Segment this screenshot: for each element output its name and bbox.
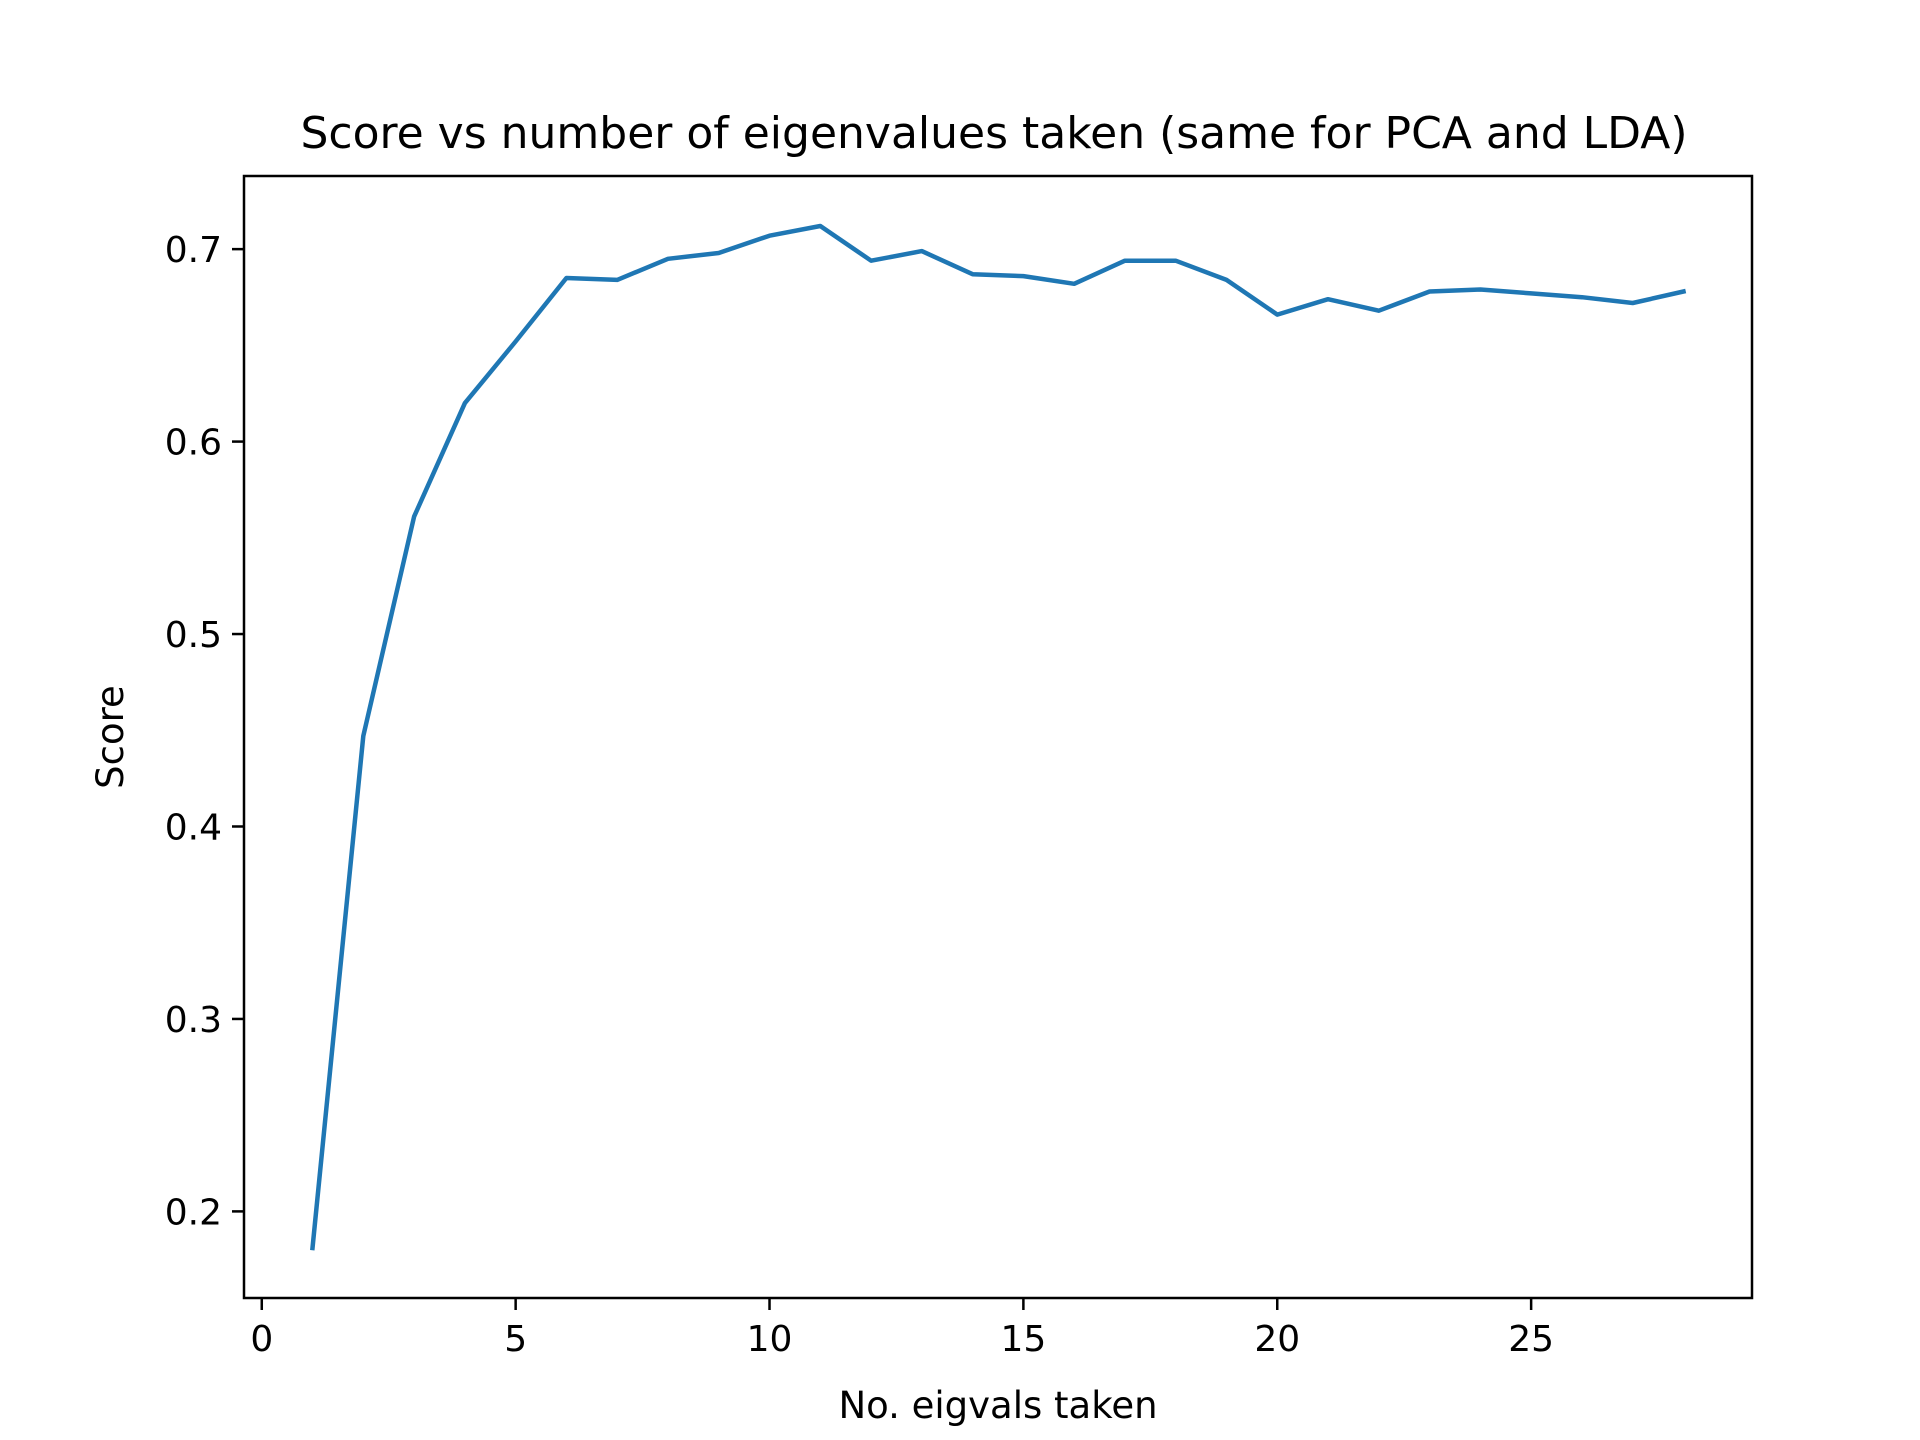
x-tick-label: 15 [1000,1319,1046,1360]
x-tick-label: 10 [747,1319,793,1360]
y-tick-label: 0.4 [165,807,222,848]
x-tick-label: 20 [1254,1319,1300,1360]
x-tick-label: 25 [1508,1319,1554,1360]
x-tick-label: 0 [250,1319,273,1360]
series-layer [310,223,1687,1251]
chart-title: Score vs number of eigenvalues taken (sa… [300,108,1687,159]
y-tick-label: 0.5 [165,615,222,656]
x-axis-ticks: 0 5 10 15 20 25 [250,1298,1554,1360]
y-tick-label: 0.6 [165,423,222,464]
y-axis-ticks: 0.2 0.3 0.4 0.5 0.6 0.7 [165,230,244,1233]
y-axis-label: Score [89,685,132,789]
y-tick-label: 0.3 [165,1000,222,1041]
y-tick-label: 0.7 [165,230,222,271]
x-axis-label: No. eigvals taken [838,1384,1157,1427]
score-series-line [310,223,1687,1251]
x-tick-label: 5 [504,1319,527,1360]
axes-frame [242,174,1754,1300]
y-tick-label: 0.2 [165,1192,222,1233]
